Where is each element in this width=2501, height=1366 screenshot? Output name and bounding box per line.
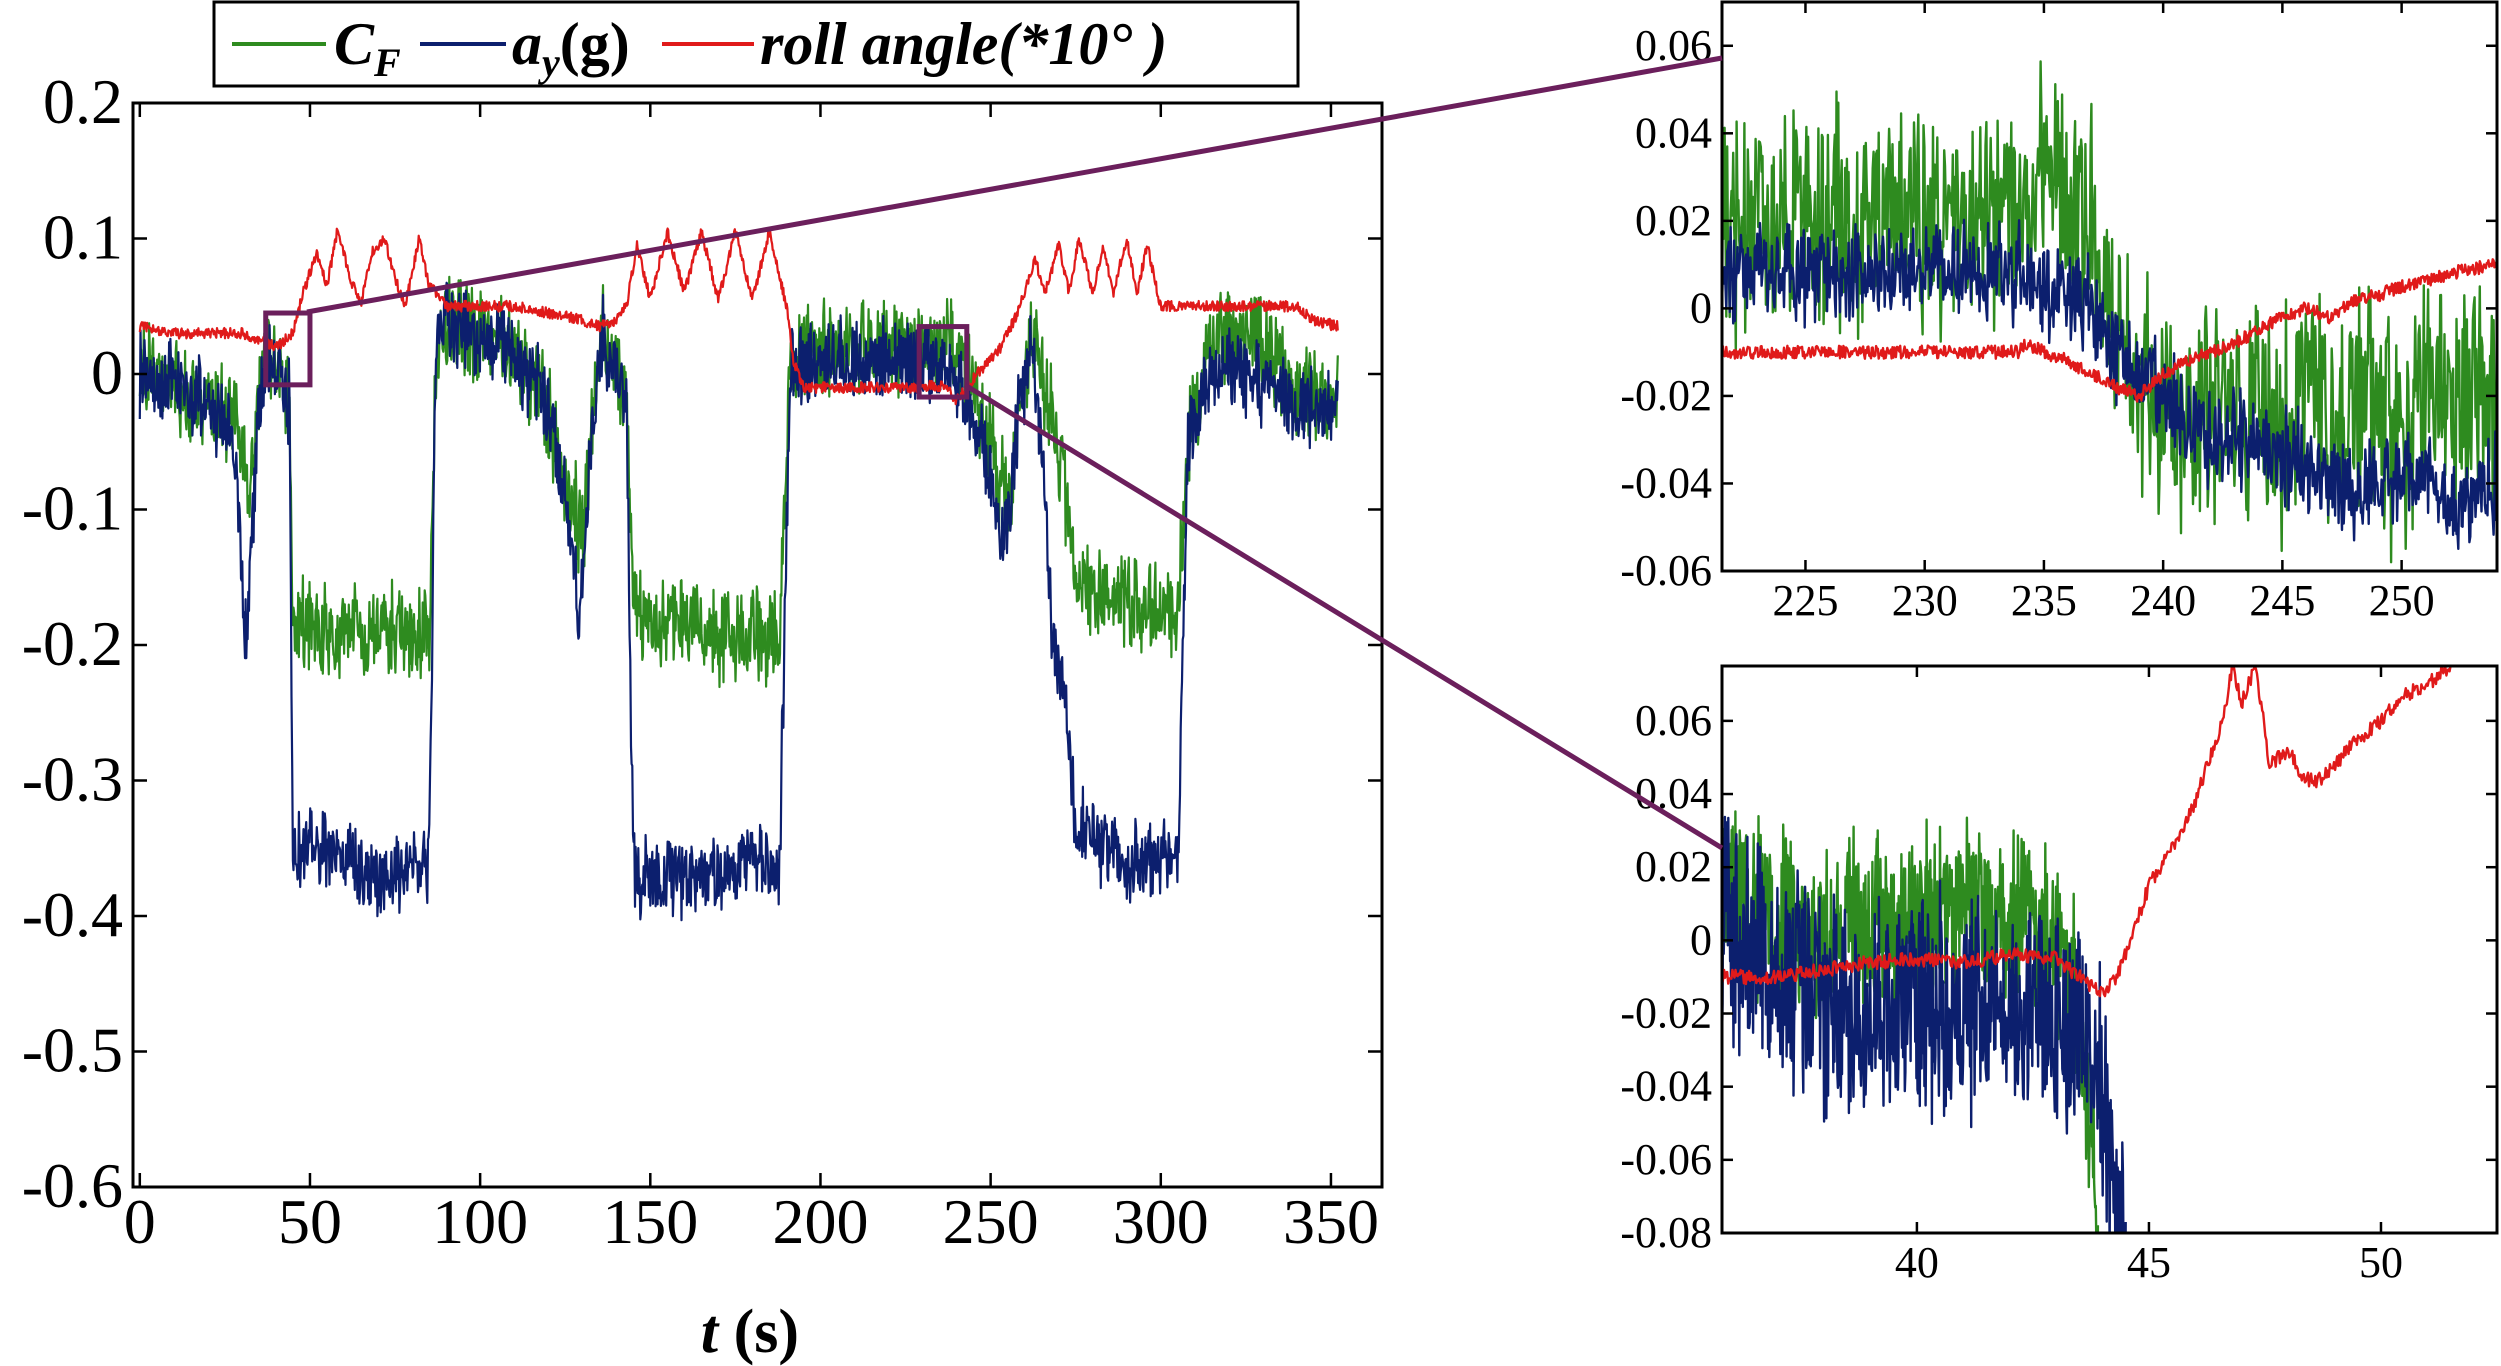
legend-ay-label: ay(g)	[512, 11, 630, 85]
x-tick-label: 225	[1772, 576, 1838, 625]
y-tick-label: -0.08	[1620, 1208, 1712, 1257]
y-tick-label: -0.06	[1620, 1135, 1712, 1184]
y-tick-label: 0	[1690, 915, 1712, 964]
zoom-box	[916, 324, 970, 400]
legend-cf-label: CF	[334, 11, 401, 85]
legend: CF ay(g) roll angle(*10° )	[212, 0, 1300, 88]
zoom-box	[263, 310, 313, 388]
x-tick-label: 45	[2127, 1238, 2171, 1287]
main-x-axis-label: t (s)	[701, 1298, 799, 1366]
x-tick-label: 150	[602, 1186, 698, 1257]
connector-top	[306, 55, 1723, 315]
series-line-ay	[1722, 218, 2497, 550]
y-tick-label: 0.04	[1635, 769, 1712, 818]
legend-roll-label: roll angle(*10° )	[760, 11, 1167, 77]
x-tick-label: 250	[2369, 576, 2435, 625]
y-tick-label: -0.04	[1620, 458, 1712, 507]
y-tick-label: 0.2	[43, 66, 123, 137]
y-tick-label: -0.4	[22, 879, 123, 950]
legend-box	[212, 0, 1300, 88]
series-line-ay	[1722, 815, 2127, 1233]
inset-bottom-frame	[1720, 664, 2499, 1235]
x-tick-label: 100	[432, 1186, 528, 1257]
x-tick-label: 245	[2249, 576, 2315, 625]
connector-bottom	[963, 382, 1724, 851]
y-tick-label: -0.04	[1620, 1062, 1712, 1111]
y-tick-label: -0.6	[22, 1150, 123, 1221]
zoom-connectors	[306, 55, 1724, 851]
x-tick-label: 40	[1895, 1238, 1939, 1287]
y-tick-label: 0.02	[1635, 842, 1712, 891]
inset-bottom-chart: 40 45 50 0.06 0.04 0.02 0 -0.02 -0.04 -0.06 -0.08	[1620, 664, 2499, 1287]
y-tick-label: 0	[1690, 283, 1712, 332]
x-tick-label: 50	[278, 1186, 342, 1257]
y-tick-label: -0.1	[22, 473, 123, 544]
x-tick-label: 350	[1283, 1186, 1379, 1257]
x-tick-label: 300	[1113, 1186, 1209, 1257]
y-tick-label: -0.02	[1620, 989, 1712, 1038]
x-tick-label: 240	[2130, 576, 2196, 625]
y-tick-label: 0.06	[1635, 696, 1712, 745]
x-tick-label: 235	[2011, 576, 2077, 625]
y-tick-label: 0.04	[1635, 108, 1712, 157]
y-tick-label: 0	[91, 337, 123, 408]
series-line-ay	[138, 281, 1339, 922]
series-line-cf	[138, 275, 1339, 689]
main-chart: 0 50 100 150 200 250 300 350 0.2 0.1 0 -0.1 -0.2 -0.3…	[22, 66, 1384, 1257]
y-tick-label: 0.02	[1635, 196, 1712, 245]
series-line-roll	[1722, 666, 2452, 998]
x-tick-label: 50	[2359, 1238, 2403, 1287]
y-tick-label: -0.02	[1620, 371, 1712, 420]
x-tick-label: 250	[943, 1186, 1039, 1257]
y-tick-label: -0.06	[1620, 546, 1712, 595]
y-tick-label: -0.5	[22, 1015, 123, 1086]
x-tick-label: 230	[1892, 576, 1958, 625]
series-line-roll	[1722, 258, 2497, 403]
x-tick-label: 200	[772, 1186, 868, 1257]
y-tick-label: -0.2	[22, 608, 123, 679]
inset-top-chart: 225 230 235 240 245 2500.060.040.020-0.02-0.0…	[1620, 0, 2499, 625]
y-tick-label: 0.1	[43, 202, 123, 273]
y-tick-label: -0.3	[22, 744, 123, 815]
inset-top-frame	[1720, 0, 2499, 573]
x-tick-label: 0	[124, 1186, 156, 1257]
series-line-roll	[138, 227, 1339, 406]
